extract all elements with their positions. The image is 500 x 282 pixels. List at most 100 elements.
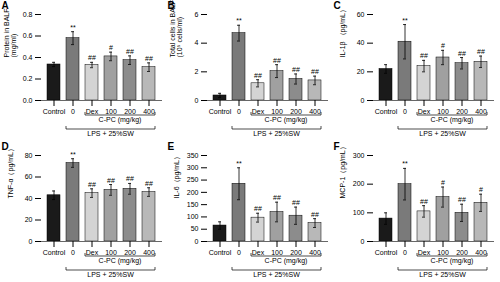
svg-text:Control: Control [209,108,232,115]
svg-text:100: 100 [271,108,283,115]
svg-text:4: 4 [195,39,199,46]
svg-text:400: 400 [143,249,155,256]
svg-text:Control: Control [43,108,66,115]
svg-text:**: ** [236,17,242,24]
svg-text:##: ## [107,177,115,184]
svg-text:Dex: Dex [252,108,265,115]
svg-text:##: ## [273,194,281,201]
svg-text:##: ## [88,181,96,188]
svg-text:200: 200 [290,108,302,115]
svg-text:0: 0 [29,238,33,245]
svg-text:200: 200 [456,108,468,115]
svg-text:##: ## [126,175,134,182]
svg-text:0: 0 [195,238,199,245]
svg-text:A: A [2,0,9,11]
svg-text:250: 250 [187,176,199,183]
svg-text:400: 400 [143,108,155,115]
svg-text:LPS + 25%SW: LPS + 25%SW [87,271,134,278]
svg-text:0: 0 [71,249,75,256]
svg-text:**: ** [70,24,76,31]
svg-text:0: 0 [237,108,241,115]
svg-text:##: ## [273,57,281,64]
svg-text:##: ## [254,72,262,79]
svg-text:**: ** [70,151,76,158]
svg-text:LPS + 25%SW: LPS + 25%SW [253,271,300,278]
svg-text:C-PC (mg/kg): C-PC (mg/kg) [431,257,474,265]
svg-text:0.0: 0.0 [23,97,33,104]
svg-text:C: C [334,0,341,11]
svg-text:50: 50 [191,225,199,232]
svg-text:D: D [2,141,9,152]
svg-text:F: F [334,141,340,152]
svg-text:40: 40 [357,39,365,46]
svg-text:400: 400 [309,249,321,256]
svg-text:#: # [441,179,445,186]
svg-text:0: 0 [71,108,75,115]
svg-text:40: 40 [25,195,33,202]
svg-text:2: 2 [195,68,199,75]
svg-text:200: 200 [124,108,136,115]
svg-text:IL-6（pg/mL）: IL-6（pg/mL） [173,153,181,199]
svg-text:20: 20 [357,68,365,75]
svg-text:Dex: Dex [418,108,431,115]
svg-text:##: ## [88,54,96,61]
svg-text:Dex: Dex [86,108,99,115]
svg-text:100: 100 [271,249,283,256]
svg-text:##: ## [311,68,319,75]
svg-text:200: 200 [187,189,199,196]
svg-text:Dex: Dex [86,249,99,256]
svg-text:0: 0 [237,249,241,256]
svg-text:C-PC (mg/kg): C-PC (mg/kg) [265,116,308,124]
svg-text:C-PC (mg/kg): C-PC (mg/kg) [99,116,142,124]
svg-text:200: 200 [456,249,468,256]
svg-text:100: 100 [105,249,117,256]
svg-text:60: 60 [25,173,33,180]
svg-text:60: 60 [357,11,365,18]
svg-text:##: ## [477,48,485,55]
svg-text:#: # [441,42,445,49]
svg-text:100: 100 [187,213,199,220]
svg-text:0: 0 [403,249,407,256]
svg-text:0: 0 [195,97,199,104]
svg-text:##: ## [420,198,428,205]
svg-text:400: 400 [475,249,487,256]
svg-text:C-PC (mg/kg): C-PC (mg/kg) [99,257,142,265]
svg-text:C-PC (mg/kg): C-PC (mg/kg) [431,116,474,124]
svg-text:400: 400 [475,108,487,115]
svg-text:##: ## [458,196,466,203]
svg-text:LPS + 25%SW: LPS + 25%SW [419,130,466,137]
svg-text:LPS + 25%SW: LPS + 25%SW [253,130,300,137]
svg-text:0: 0 [403,108,407,115]
svg-text:100: 100 [437,108,449,115]
svg-text:E: E [168,141,175,152]
svg-text:0.4: 0.4 [23,54,33,61]
svg-text:0: 0 [361,97,365,104]
svg-text:B: B [168,0,175,11]
svg-text:Control: Control [209,249,232,256]
svg-text:0.2: 0.2 [23,75,33,82]
svg-text:20: 20 [25,216,33,223]
svg-text:##: ## [145,55,153,62]
svg-text:200: 200 [290,249,302,256]
svg-text:#: # [109,44,113,51]
svg-text:100: 100 [105,108,117,115]
svg-text:150: 150 [187,201,199,208]
svg-text:Control: Control [375,249,398,256]
svg-text:##: ## [145,180,153,187]
svg-text:TNF-α（pg/mL）: TNF-α（pg/mL） [7,145,15,198]
svg-text:**: ** [402,17,408,24]
svg-text:Dex: Dex [418,249,431,256]
svg-text:#: # [479,186,483,193]
svg-text:0.8: 0.8 [23,11,33,18]
svg-text:400: 400 [309,108,321,115]
svg-text:0.6: 0.6 [23,32,33,39]
svg-text:LPS + 25%SW: LPS + 25%SW [87,130,134,137]
svg-text:200: 200 [353,180,365,187]
svg-text:100: 100 [437,249,449,256]
svg-text:IL-1β （pg/mL）: IL-1β （pg/mL） [339,6,347,58]
svg-text:##: ## [292,66,300,73]
svg-text:300: 300 [187,164,199,171]
svg-text:C-PC (mg/kg): C-PC (mg/kg) [265,257,308,265]
svg-text:Control: Control [375,108,398,115]
svg-text:80: 80 [25,152,33,159]
